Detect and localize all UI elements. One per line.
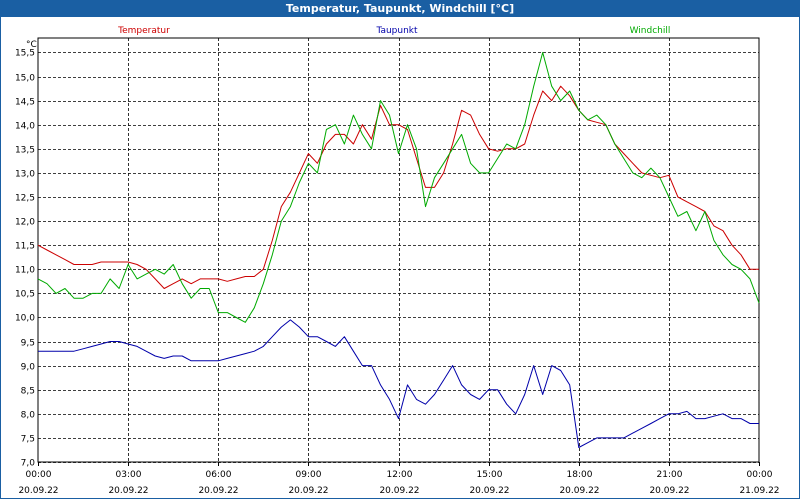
x-tick-time: 03:00 <box>116 470 142 480</box>
series-taupunkt-line <box>38 319 759 448</box>
plot-area-border <box>37 37 760 463</box>
series-temperatur-line <box>37 85 759 289</box>
y-tick-label: 9,5 <box>21 339 35 349</box>
legend-taupunkt: Taupunkt <box>375 26 418 36</box>
x-tick-date: 20.09.22 <box>649 486 689 496</box>
y-tick-label: 10,5 <box>15 290 35 300</box>
x-tick-time: 12:00 <box>387 470 413 480</box>
x-tick-date: 20.09.22 <box>108 486 148 496</box>
x-tick-time: 15:00 <box>477 470 503 480</box>
y-tick-label: 14,5 <box>15 98 35 108</box>
y-tick-label: 9,0 <box>21 363 36 373</box>
y-tick-label: 11,0 <box>15 266 35 276</box>
x-tick-time: 00:00 <box>747 470 773 480</box>
x-tick-date: 20.09.22 <box>288 486 328 496</box>
y-axis-label: °C <box>26 40 37 50</box>
legend-windchill: Windchill <box>630 26 671 36</box>
y-tick-label: 15,5 <box>15 49 35 59</box>
y-tick-label: 12,0 <box>15 218 35 228</box>
series-windchill-line <box>37 52 760 323</box>
y-tick-label: 11,5 <box>15 242 35 252</box>
x-tick-date: 20.09.22 <box>559 486 599 496</box>
x-tick-date: 20.09.22 <box>379 486 419 496</box>
y-tick-labels: 7,0 7,5 8,0 8,5 9,0 9,5 10,0 10,5 11,0 11,5 12,0 12… <box>15 49 35 469</box>
x-tick-date: 21.09.22 <box>739 486 779 496</box>
x-tick-time: 18:00 <box>567 470 593 480</box>
x-tick-labels: 00:00 20.09.22 03:00 20.09.22 06:00 20.09.22 0… <box>18 470 779 496</box>
x-tick-time: 09:00 <box>296 470 322 480</box>
legend-layer: Temperatur Taupunkt Windchill <box>117 26 670 36</box>
legend-temperatur: Temperatur <box>117 26 170 36</box>
x-tick-time: 21:00 <box>657 470 683 480</box>
y-tick-label: 7,0 <box>21 459 36 469</box>
x-tick-time: 00:00 <box>26 470 52 480</box>
x-tick-date: 20.09.22 <box>469 486 509 496</box>
y-tick-label: 8,0 <box>21 411 36 421</box>
y-tick-label: 14,0 <box>15 122 35 132</box>
y-tick-label: 10,0 <box>15 314 35 324</box>
x-tick-date: 20.09.22 <box>198 486 238 496</box>
grid-layer <box>38 38 760 466</box>
axes-layer: °C <box>26 37 760 463</box>
y-tick-label: 13,5 <box>15 146 35 156</box>
y-tick-label: 13,0 <box>15 170 35 180</box>
y-tick-label: 15,0 <box>15 74 35 84</box>
y-tick-label: 8,5 <box>21 387 35 397</box>
chart-title: Temperatur, Taupunkt, Windchill [°C] <box>0 0 800 17</box>
x-tick-time: 06:00 <box>206 470 232 480</box>
x-tick-date: 20.09.22 <box>18 486 58 496</box>
y-tick-label: 7,5 <box>21 435 35 445</box>
y-tick-label: 12,5 <box>15 194 35 204</box>
series-layer <box>37 52 760 448</box>
